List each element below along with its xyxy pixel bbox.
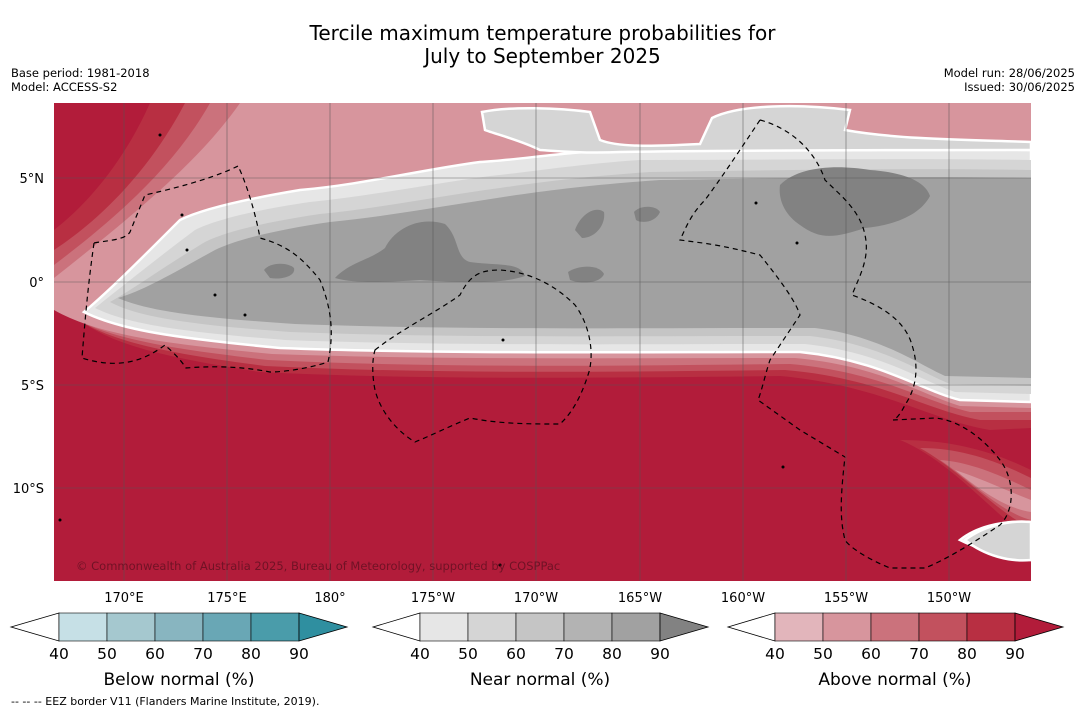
island-markers (58, 133, 799, 567)
island (754, 201, 758, 205)
area-near-90-patch-6 (634, 206, 660, 222)
island (243, 313, 247, 317)
legend-near-normal: 40 50 60 70 80 90 Near normal (%) (371, 612, 710, 690)
lon-label-180: 180° (314, 591, 345, 606)
island (501, 338, 505, 342)
colorbar-above-arrow-right (1014, 612, 1065, 642)
colorbar-below-bin (250, 612, 300, 642)
above-tick-80: 80 (957, 645, 977, 663)
below-tick-40: 40 (49, 645, 69, 663)
area-near-southeast (962, 520, 1031, 562)
copyright-text: © Commonwealth of Australia 2025, Bureau… (76, 559, 560, 573)
lat-label-5s: 5°S (21, 379, 44, 394)
near-tick-60: 60 (506, 645, 526, 663)
map-title: Tercile maximum temperature probabilitie… (0, 22, 1085, 68)
below-tick-60: 60 (145, 645, 165, 663)
model-name: Model: ACCESS-S2 (11, 80, 118, 94)
near-tick-90: 90 (650, 645, 670, 663)
lon-label-150w: 150°W (927, 591, 971, 606)
island (795, 241, 799, 245)
near-tick-80: 80 (602, 645, 622, 663)
above-tick-50: 50 (813, 645, 833, 663)
colorbar-near-bin (515, 612, 565, 642)
legend-above-normal: 40 50 60 70 80 90 Above normal (%) (726, 612, 1065, 690)
legend-below-normal: 40 50 60 70 80 90 Below normal (%) (9, 612, 349, 690)
colorbar-above-arrow-left (726, 612, 776, 642)
island (180, 213, 184, 217)
graticule (54, 103, 1031, 581)
title-line-1: Tercile maximum temperature probabilitie… (309, 21, 776, 45)
colorbar-below-arrow-right (298, 612, 349, 642)
lon-label-175w: 175°W (411, 591, 455, 606)
eez-borders (81, 119, 1012, 569)
below-tick-80: 80 (241, 645, 261, 663)
above-tick-70: 70 (909, 645, 929, 663)
area-near-90-patch-5 (575, 209, 605, 238)
above-normal-title: Above normal (%) (818, 670, 971, 690)
probability-map: © Commonwealth of Australia 2025, Bureau… (54, 103, 1031, 581)
lon-label-170e: 170°E (104, 591, 144, 606)
lon-label-175e: 175°E (207, 591, 247, 606)
colorbar-below-bin (58, 612, 108, 642)
below-tick-90: 90 (289, 645, 309, 663)
colorbar-below-bin (154, 612, 204, 642)
near-tick-50: 50 (458, 645, 478, 663)
latitude-axis: 5°N 0° 5°S 10°S (13, 172, 44, 497)
meta-left: Base period: 1981-2018 Model: ACCESS-S2 (11, 66, 150, 94)
below-tick-50: 50 (97, 645, 117, 663)
lat-label-5n: 5°N (20, 172, 45, 187)
colorbar-near-bin (419, 612, 469, 642)
colorbar-above-bin (966, 612, 1016, 642)
colorbar-near-bin (467, 612, 517, 642)
model-run: Model run: 28/06/2025 (943, 66, 1075, 80)
area-near-90-patch-1 (335, 221, 525, 283)
colorbar-above-bin (918, 612, 968, 642)
issued-date: Issued: 30/06/2025 (964, 80, 1075, 94)
eez-footnote: -- -- -- EEZ border V11 (Flanders Marine… (11, 695, 320, 708)
near-tick-40: 40 (410, 645, 430, 663)
island (213, 293, 217, 297)
lon-label-160w: 160°W (721, 591, 765, 606)
near-tick-70: 70 (554, 645, 574, 663)
island (498, 563, 502, 567)
lat-label-10s: 10°S (13, 482, 44, 497)
above-tick-60: 60 (861, 645, 881, 663)
colorbar-below-bin (202, 612, 252, 642)
eez-border-kiribati-line (759, 119, 1012, 569)
island (58, 518, 62, 522)
colorbar-above-bin (870, 612, 920, 642)
lon-label-165w: 165°W (618, 591, 662, 606)
eez-border-line-west (679, 119, 846, 458)
below-tick-70: 70 (193, 645, 213, 663)
area-near-90-patch-2 (779, 167, 930, 236)
longitude-axis: 170°E 175°E 180° 175°W 170°W 165°W 160°W… (104, 591, 971, 606)
colorbar-above-bin (822, 612, 872, 642)
colorbar-above-bin (774, 612, 824, 642)
near-normal-title: Near normal (%) (470, 670, 610, 690)
colorbar-near-arrow-right (659, 612, 710, 642)
colorbar-below-bin (106, 612, 156, 642)
lat-label-0: 0° (29, 276, 44, 291)
island (185, 248, 189, 252)
area-near-north (480, 104, 1031, 154)
island (158, 133, 162, 137)
above-tick-90: 90 (1005, 645, 1025, 663)
eez-border-tuvalu-nauru-west (81, 165, 332, 373)
colorbar-near-bin (611, 612, 661, 642)
base-period: Base period: 1981-2018 (11, 66, 150, 80)
lon-label-155w: 155°W (824, 591, 868, 606)
title-line-2: July to September 2025 (424, 44, 661, 68)
below-normal-title: Below normal (%) (104, 670, 255, 690)
lon-label-170w: 170°W (514, 591, 558, 606)
colorbar-near-bin (563, 612, 613, 642)
meta-right: Model run: 28/06/2025 Issued: 30/06/2025 (944, 66, 1075, 94)
island (781, 465, 785, 469)
colorbar-below-arrow-left (9, 612, 60, 642)
area-near-90-patch-3 (264, 263, 295, 279)
above-tick-40: 40 (765, 645, 785, 663)
area-near-90-patch-4 (568, 266, 604, 283)
colorbar-near-arrow-left (371, 612, 421, 642)
eez-border-kiribati-phoenix (372, 269, 592, 443)
